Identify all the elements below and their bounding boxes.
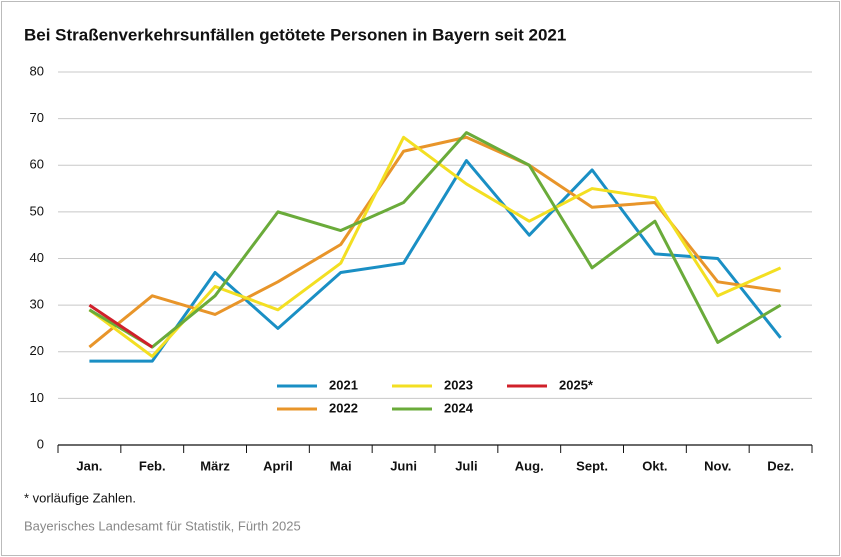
y-tick-label: 20: [30, 343, 44, 358]
y-tick-label: 0: [37, 436, 44, 451]
legend-label: 2025*: [559, 377, 594, 392]
x-tick-label: April: [263, 458, 293, 473]
y-tick-label: 10: [30, 390, 44, 405]
y-tick-label: 60: [30, 157, 44, 172]
series-line: [89, 159, 782, 363]
x-tick-label: Jan.: [76, 458, 102, 473]
legend-label: 2023: [444, 377, 473, 392]
x-tick-label: Feb.: [139, 458, 166, 473]
x-tick-label: Nov.: [704, 458, 731, 473]
series-line: [88, 131, 782, 349]
y-tick-label: 70: [30, 110, 44, 125]
legend-label: 2021: [329, 377, 358, 392]
x-tick-label: Juli: [455, 458, 477, 473]
y-tick-label: 30: [30, 297, 44, 312]
series-line: [88, 303, 154, 349]
chart-title: Bei Straßenverkehrsunfällen getötete Per…: [24, 25, 566, 44]
x-tick-label: Mai: [330, 458, 352, 473]
x-tick-label: Okt.: [642, 458, 667, 473]
source: Bayerisches Landesamt für Statistik, Für…: [24, 518, 301, 533]
x-tick-label: Aug.: [515, 458, 544, 473]
x-tick-label: Juni: [390, 458, 417, 473]
y-tick-label: 80: [30, 63, 44, 78]
legend-label: 2022: [329, 400, 358, 415]
note: * vorläufige Zahlen.: [24, 490, 136, 505]
series-line: [88, 135, 782, 358]
x-tick-label: März: [200, 458, 230, 473]
x-tick-label: Sept.: [576, 458, 608, 473]
y-tick-label: 50: [30, 203, 44, 218]
x-tick-label: Dez.: [767, 458, 794, 473]
y-tick-label: 40: [30, 250, 44, 265]
legend-label: 2024: [444, 400, 474, 415]
